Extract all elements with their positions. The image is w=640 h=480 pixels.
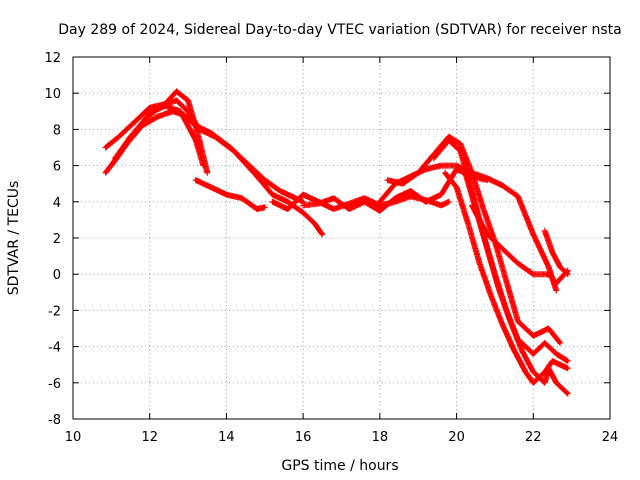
y-tick-label: 10 bbox=[44, 87, 61, 102]
x-tick-label: 20 bbox=[448, 430, 465, 445]
series-layer bbox=[102, 88, 571, 397]
y-tick-label: 12 bbox=[44, 51, 61, 66]
series-track-4 bbox=[112, 97, 326, 238]
y-tick-label: -4 bbox=[48, 341, 61, 356]
y-tick-label: 0 bbox=[53, 268, 61, 283]
series-track-9 bbox=[384, 133, 564, 346]
y-tick-label: 2 bbox=[53, 232, 61, 247]
x-tick-label: 22 bbox=[525, 430, 542, 445]
y-tick-label: -8 bbox=[48, 413, 61, 428]
y-tick-label: -2 bbox=[48, 304, 61, 319]
series-markers bbox=[192, 177, 268, 212]
y-tick-label: 4 bbox=[53, 196, 61, 211]
series-track-13 bbox=[468, 202, 571, 287]
x-tick-label: 24 bbox=[602, 430, 619, 445]
x-tick-label: 16 bbox=[295, 430, 312, 445]
x-tick-label: 14 bbox=[218, 430, 235, 445]
y-tick-label: 8 bbox=[53, 123, 61, 138]
series-markers bbox=[468, 202, 571, 287]
chart-title: Day 289 of 2024, Sidereal Day-to-day VTE… bbox=[58, 22, 621, 38]
series-markers bbox=[541, 227, 571, 278]
series-track-3 bbox=[108, 108, 307, 205]
series-markers bbox=[112, 97, 326, 238]
y-tick-label: -6 bbox=[48, 377, 61, 392]
x-tick-label: 10 bbox=[65, 430, 82, 445]
y-axis-label: SDTVAR / TECUs bbox=[6, 181, 22, 296]
series-track-5 bbox=[192, 177, 268, 212]
series-markers bbox=[108, 108, 307, 205]
x-tick-label: 18 bbox=[372, 430, 389, 445]
series-track-14 bbox=[541, 227, 571, 278]
x-axis-label: GPS time / hours bbox=[281, 458, 398, 474]
series-markers bbox=[384, 133, 564, 346]
y-tick-label: 6 bbox=[53, 160, 61, 175]
x-tick-label: 12 bbox=[141, 430, 158, 445]
